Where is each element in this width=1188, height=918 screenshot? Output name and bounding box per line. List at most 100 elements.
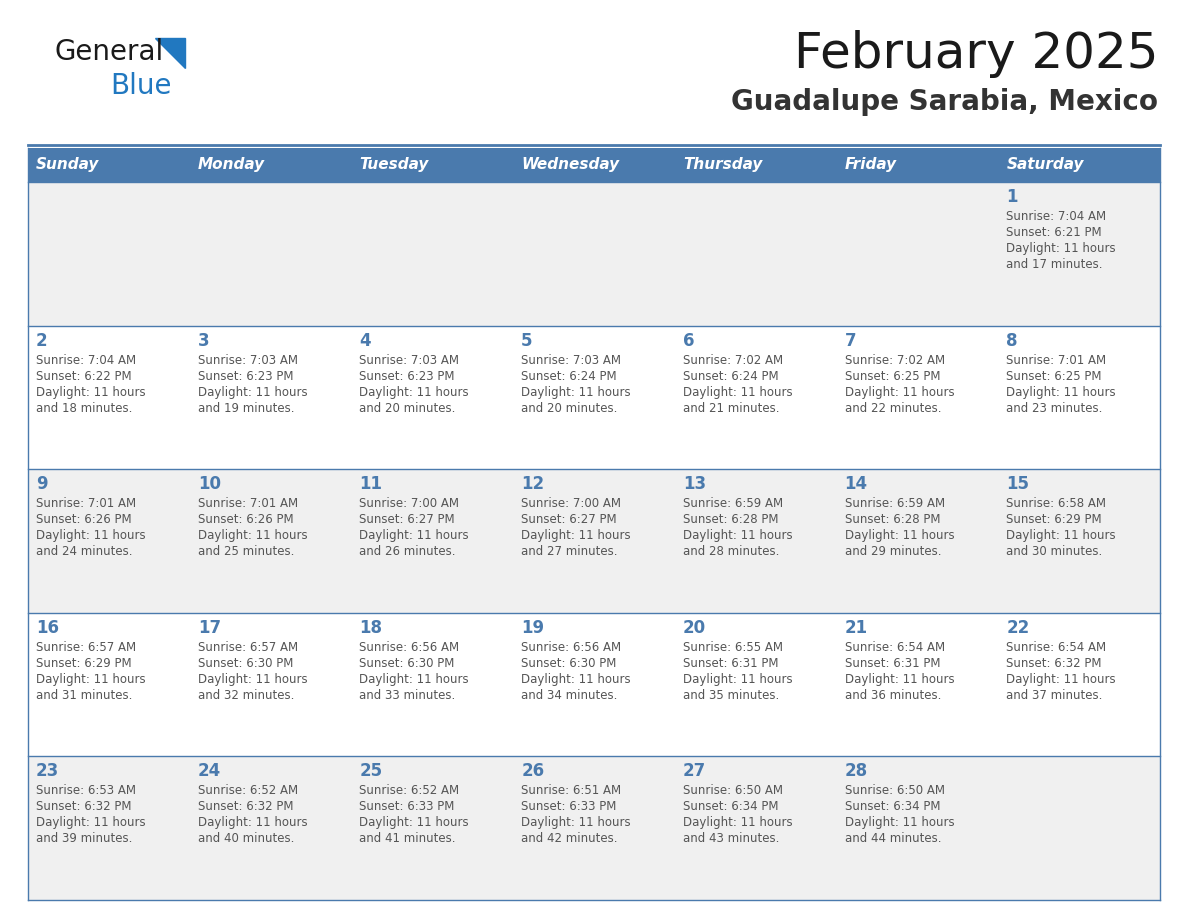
Text: Sunrise: 6:50 AM: Sunrise: 6:50 AM (683, 784, 783, 798)
Text: 16: 16 (36, 619, 59, 637)
Text: Daylight: 11 hours: Daylight: 11 hours (360, 816, 469, 829)
Bar (513, 148, 675, 182)
Text: and 20 minutes.: and 20 minutes. (522, 401, 618, 415)
Text: Sunset: 6:30 PM: Sunset: 6:30 PM (360, 656, 455, 670)
Text: and 44 minutes.: and 44 minutes. (845, 833, 941, 845)
Text: Sunrise: 6:52 AM: Sunrise: 6:52 AM (360, 784, 460, 798)
Text: Daylight: 11 hours: Daylight: 11 hours (683, 816, 792, 829)
Text: Sunset: 6:34 PM: Sunset: 6:34 PM (683, 800, 778, 813)
Text: 24: 24 (197, 763, 221, 780)
Text: Sunrise: 7:02 AM: Sunrise: 7:02 AM (845, 353, 944, 366)
Text: Tuesday: Tuesday (360, 158, 429, 173)
Text: Sunset: 6:28 PM: Sunset: 6:28 PM (845, 513, 940, 526)
Bar (29, 148, 190, 182)
Text: Sunset: 6:30 PM: Sunset: 6:30 PM (197, 656, 293, 670)
Text: Sunrise: 6:51 AM: Sunrise: 6:51 AM (522, 784, 621, 798)
Text: Sunrise: 6:55 AM: Sunrise: 6:55 AM (683, 641, 783, 654)
Text: Sunrise: 6:59 AM: Sunrise: 6:59 AM (845, 498, 944, 510)
Text: and 37 minutes.: and 37 minutes. (1006, 688, 1102, 701)
Text: and 42 minutes.: and 42 minutes. (522, 833, 618, 845)
Text: 4: 4 (360, 331, 371, 350)
Text: Sunrise: 7:04 AM: Sunrise: 7:04 AM (1006, 210, 1106, 223)
Text: Sunset: 6:21 PM: Sunset: 6:21 PM (1006, 226, 1102, 239)
Text: and 31 minutes.: and 31 minutes. (36, 688, 132, 701)
Text: Sunrise: 6:56 AM: Sunrise: 6:56 AM (360, 641, 460, 654)
Text: 22: 22 (1006, 619, 1030, 637)
Bar (998, 148, 1159, 182)
Text: 19: 19 (522, 619, 544, 637)
Text: 9: 9 (36, 476, 48, 493)
Text: 17: 17 (197, 619, 221, 637)
Text: Daylight: 11 hours: Daylight: 11 hours (197, 673, 308, 686)
Text: Daylight: 11 hours: Daylight: 11 hours (1006, 242, 1116, 255)
Text: and 19 minutes.: and 19 minutes. (197, 401, 295, 415)
Bar (29, 756, 1159, 900)
Text: 6: 6 (683, 331, 694, 350)
Text: Sunrise: 7:01 AM: Sunrise: 7:01 AM (36, 498, 137, 510)
Bar (29, 326, 1159, 469)
Text: 11: 11 (360, 476, 383, 493)
Text: Sunrise: 6:56 AM: Sunrise: 6:56 AM (522, 641, 621, 654)
Text: Sunrise: 6:57 AM: Sunrise: 6:57 AM (36, 641, 137, 654)
Text: 1: 1 (1006, 188, 1018, 206)
Text: Sunrise: 7:04 AM: Sunrise: 7:04 AM (36, 353, 137, 366)
Text: Sunset: 6:31 PM: Sunset: 6:31 PM (683, 656, 778, 670)
Text: Daylight: 11 hours: Daylight: 11 hours (197, 386, 308, 398)
Text: Daylight: 11 hours: Daylight: 11 hours (845, 816, 954, 829)
Text: Daylight: 11 hours: Daylight: 11 hours (360, 673, 469, 686)
Text: Daylight: 11 hours: Daylight: 11 hours (845, 386, 954, 398)
Text: Daylight: 11 hours: Daylight: 11 hours (522, 386, 631, 398)
Text: Sunrise: 6:54 AM: Sunrise: 6:54 AM (845, 641, 944, 654)
Polygon shape (154, 38, 185, 68)
Text: Sunset: 6:31 PM: Sunset: 6:31 PM (845, 656, 940, 670)
Text: and 28 minutes.: and 28 minutes. (683, 545, 779, 558)
Text: and 36 minutes.: and 36 minutes. (845, 688, 941, 701)
Text: Sunrise: 7:01 AM: Sunrise: 7:01 AM (197, 498, 298, 510)
Text: Friday: Friday (845, 158, 897, 173)
Text: Sunset: 6:24 PM: Sunset: 6:24 PM (522, 370, 617, 383)
Text: Daylight: 11 hours: Daylight: 11 hours (197, 529, 308, 543)
Text: and 27 minutes.: and 27 minutes. (522, 545, 618, 558)
Text: and 26 minutes.: and 26 minutes. (360, 545, 456, 558)
Text: Daylight: 11 hours: Daylight: 11 hours (683, 529, 792, 543)
Text: and 34 minutes.: and 34 minutes. (522, 688, 618, 701)
Text: Sunset: 6:23 PM: Sunset: 6:23 PM (197, 370, 293, 383)
Text: Thursday: Thursday (683, 158, 763, 173)
Text: Daylight: 11 hours: Daylight: 11 hours (197, 816, 308, 829)
Text: Sunset: 6:34 PM: Sunset: 6:34 PM (845, 800, 940, 813)
Text: Sunset: 6:32 PM: Sunset: 6:32 PM (36, 800, 132, 813)
Text: 2: 2 (36, 331, 48, 350)
Text: and 40 minutes.: and 40 minutes. (197, 833, 295, 845)
Text: and 21 minutes.: and 21 minutes. (683, 401, 779, 415)
Text: 15: 15 (1006, 476, 1029, 493)
Text: 5: 5 (522, 331, 532, 350)
Text: Guadalupe Sarabia, Mexico: Guadalupe Sarabia, Mexico (731, 88, 1158, 116)
Text: General: General (55, 38, 164, 66)
Text: 28: 28 (845, 763, 867, 780)
Text: Wednesday: Wednesday (522, 158, 619, 173)
Text: Daylight: 11 hours: Daylight: 11 hours (683, 386, 792, 398)
Text: 20: 20 (683, 619, 706, 637)
Text: and 17 minutes.: and 17 minutes. (1006, 258, 1102, 271)
Bar (352, 148, 513, 182)
Bar (29, 469, 1159, 613)
Text: and 22 minutes.: and 22 minutes. (845, 401, 941, 415)
Text: Sunrise: 7:03 AM: Sunrise: 7:03 AM (197, 353, 298, 366)
Text: 8: 8 (1006, 331, 1018, 350)
Text: Daylight: 11 hours: Daylight: 11 hours (1006, 386, 1116, 398)
Text: Sunrise: 7:03 AM: Sunrise: 7:03 AM (360, 353, 460, 366)
Text: Daylight: 11 hours: Daylight: 11 hours (845, 529, 954, 543)
Text: Sunrise: 6:58 AM: Sunrise: 6:58 AM (1006, 498, 1106, 510)
Text: 27: 27 (683, 763, 706, 780)
Text: and 24 minutes.: and 24 minutes. (36, 545, 133, 558)
Text: Sunrise: 6:57 AM: Sunrise: 6:57 AM (197, 641, 298, 654)
Text: Daylight: 11 hours: Daylight: 11 hours (360, 386, 469, 398)
Text: and 43 minutes.: and 43 minutes. (683, 833, 779, 845)
Text: 7: 7 (845, 331, 857, 350)
Text: Sunrise: 6:54 AM: Sunrise: 6:54 AM (1006, 641, 1106, 654)
Text: and 23 minutes.: and 23 minutes. (1006, 401, 1102, 415)
Bar (29, 613, 1159, 756)
Text: and 33 minutes.: and 33 minutes. (360, 688, 456, 701)
Text: 13: 13 (683, 476, 706, 493)
Text: Sunset: 6:25 PM: Sunset: 6:25 PM (845, 370, 940, 383)
